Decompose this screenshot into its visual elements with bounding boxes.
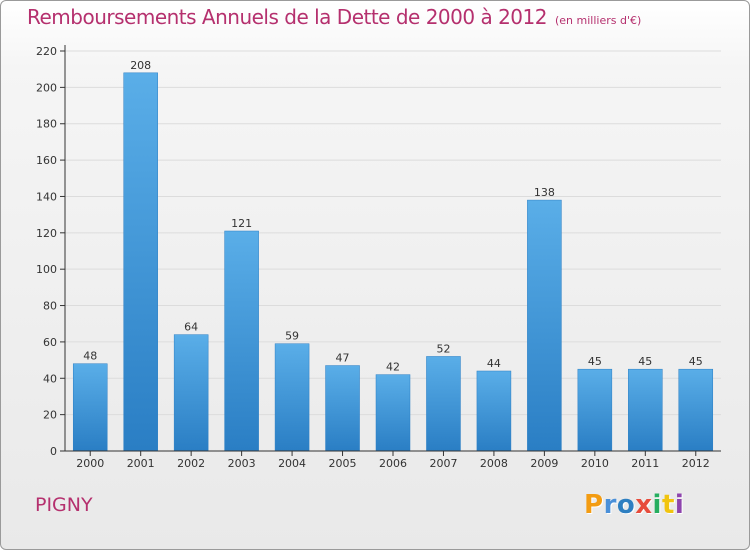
x-tick-label: 2012 bbox=[682, 457, 710, 470]
x-tick-label: 2004 bbox=[278, 457, 306, 470]
chart-unit: (en milliers d'€) bbox=[554, 14, 642, 27]
y-tick-label: 180 bbox=[36, 118, 57, 131]
bar-2008 bbox=[476, 370, 512, 452]
x-tick-label: 2003 bbox=[228, 457, 256, 470]
y-tick-label: 20 bbox=[43, 409, 57, 422]
x-tick-label: 2002 bbox=[177, 457, 205, 470]
bar-2003 bbox=[224, 230, 259, 452]
x-tick-label: 2001 bbox=[127, 457, 155, 470]
data-label: 52 bbox=[436, 342, 450, 355]
logo-letter: r bbox=[603, 490, 617, 520]
y-tick-label: 220 bbox=[36, 45, 57, 58]
data-label: 64 bbox=[184, 321, 198, 334]
bar-2002 bbox=[173, 334, 209, 452]
logo-letter: t bbox=[661, 490, 675, 520]
commune-name: PIGNY bbox=[35, 494, 93, 516]
data-label: 45 bbox=[638, 355, 652, 368]
x-tick-label: 2006 bbox=[379, 457, 407, 470]
data-label: 45 bbox=[588, 355, 602, 368]
chart-title-text: Remboursements Annuels de la Dette de 20… bbox=[27, 5, 547, 29]
logo-letter: P bbox=[584, 490, 604, 520]
x-tick-label: 2008 bbox=[480, 457, 508, 470]
data-label: 208 bbox=[130, 59, 151, 72]
x-tick-label: 2000 bbox=[76, 457, 104, 470]
bar-2005 bbox=[325, 365, 360, 452]
x-tick-label: 2005 bbox=[329, 457, 357, 470]
data-label: 47 bbox=[336, 352, 350, 365]
bar-2001 bbox=[123, 72, 158, 452]
y-tick-label: 120 bbox=[36, 227, 57, 240]
logo-letter: o bbox=[616, 490, 636, 520]
y-tick-label: 0 bbox=[50, 445, 57, 458]
bar-2011 bbox=[628, 368, 663, 452]
y-tick-label: 60 bbox=[43, 336, 57, 349]
bar-2004 bbox=[274, 343, 310, 452]
data-label: 138 bbox=[534, 186, 555, 199]
axes bbox=[60, 45, 721, 456]
bar-2006 bbox=[375, 374, 411, 452]
logo-letter: x bbox=[635, 490, 653, 520]
y-tick-label: 160 bbox=[36, 154, 57, 167]
data-label: 59 bbox=[285, 330, 299, 343]
logo-letter: i bbox=[674, 490, 685, 520]
y-tick-label: 80 bbox=[43, 300, 57, 313]
y-tick-label: 40 bbox=[43, 372, 57, 385]
x-tick-label: 2009 bbox=[530, 457, 558, 470]
chart-title: Remboursements Annuels de la Dette de 20… bbox=[27, 5, 641, 29]
x-tick-label: 2007 bbox=[429, 457, 457, 470]
data-label: 48 bbox=[83, 350, 97, 363]
bar-2009 bbox=[527, 199, 562, 452]
x-tick-label: 2010 bbox=[581, 457, 609, 470]
x-tick-label: 2011 bbox=[631, 457, 659, 470]
y-tick-label: 200 bbox=[36, 81, 57, 94]
proxiti-logo: Proxiti bbox=[584, 490, 684, 520]
bar-2007 bbox=[426, 356, 461, 452]
labels: 0 20 40 60 80 100 120 140 160 180 200 220 48 2000 208 2… bbox=[36, 45, 710, 470]
data-label: 45 bbox=[689, 355, 703, 368]
bar-2012 bbox=[678, 368, 714, 452]
y-tick-label: 100 bbox=[36, 263, 57, 276]
data-label: 44 bbox=[487, 357, 501, 370]
data-label: 121 bbox=[231, 217, 252, 230]
bar-2010 bbox=[577, 368, 613, 452]
data-label: 42 bbox=[386, 361, 400, 374]
bars bbox=[72, 72, 714, 452]
logo-letter: i bbox=[652, 490, 662, 520]
bar-2000 bbox=[72, 363, 108, 452]
y-tick-label: 140 bbox=[36, 190, 57, 203]
